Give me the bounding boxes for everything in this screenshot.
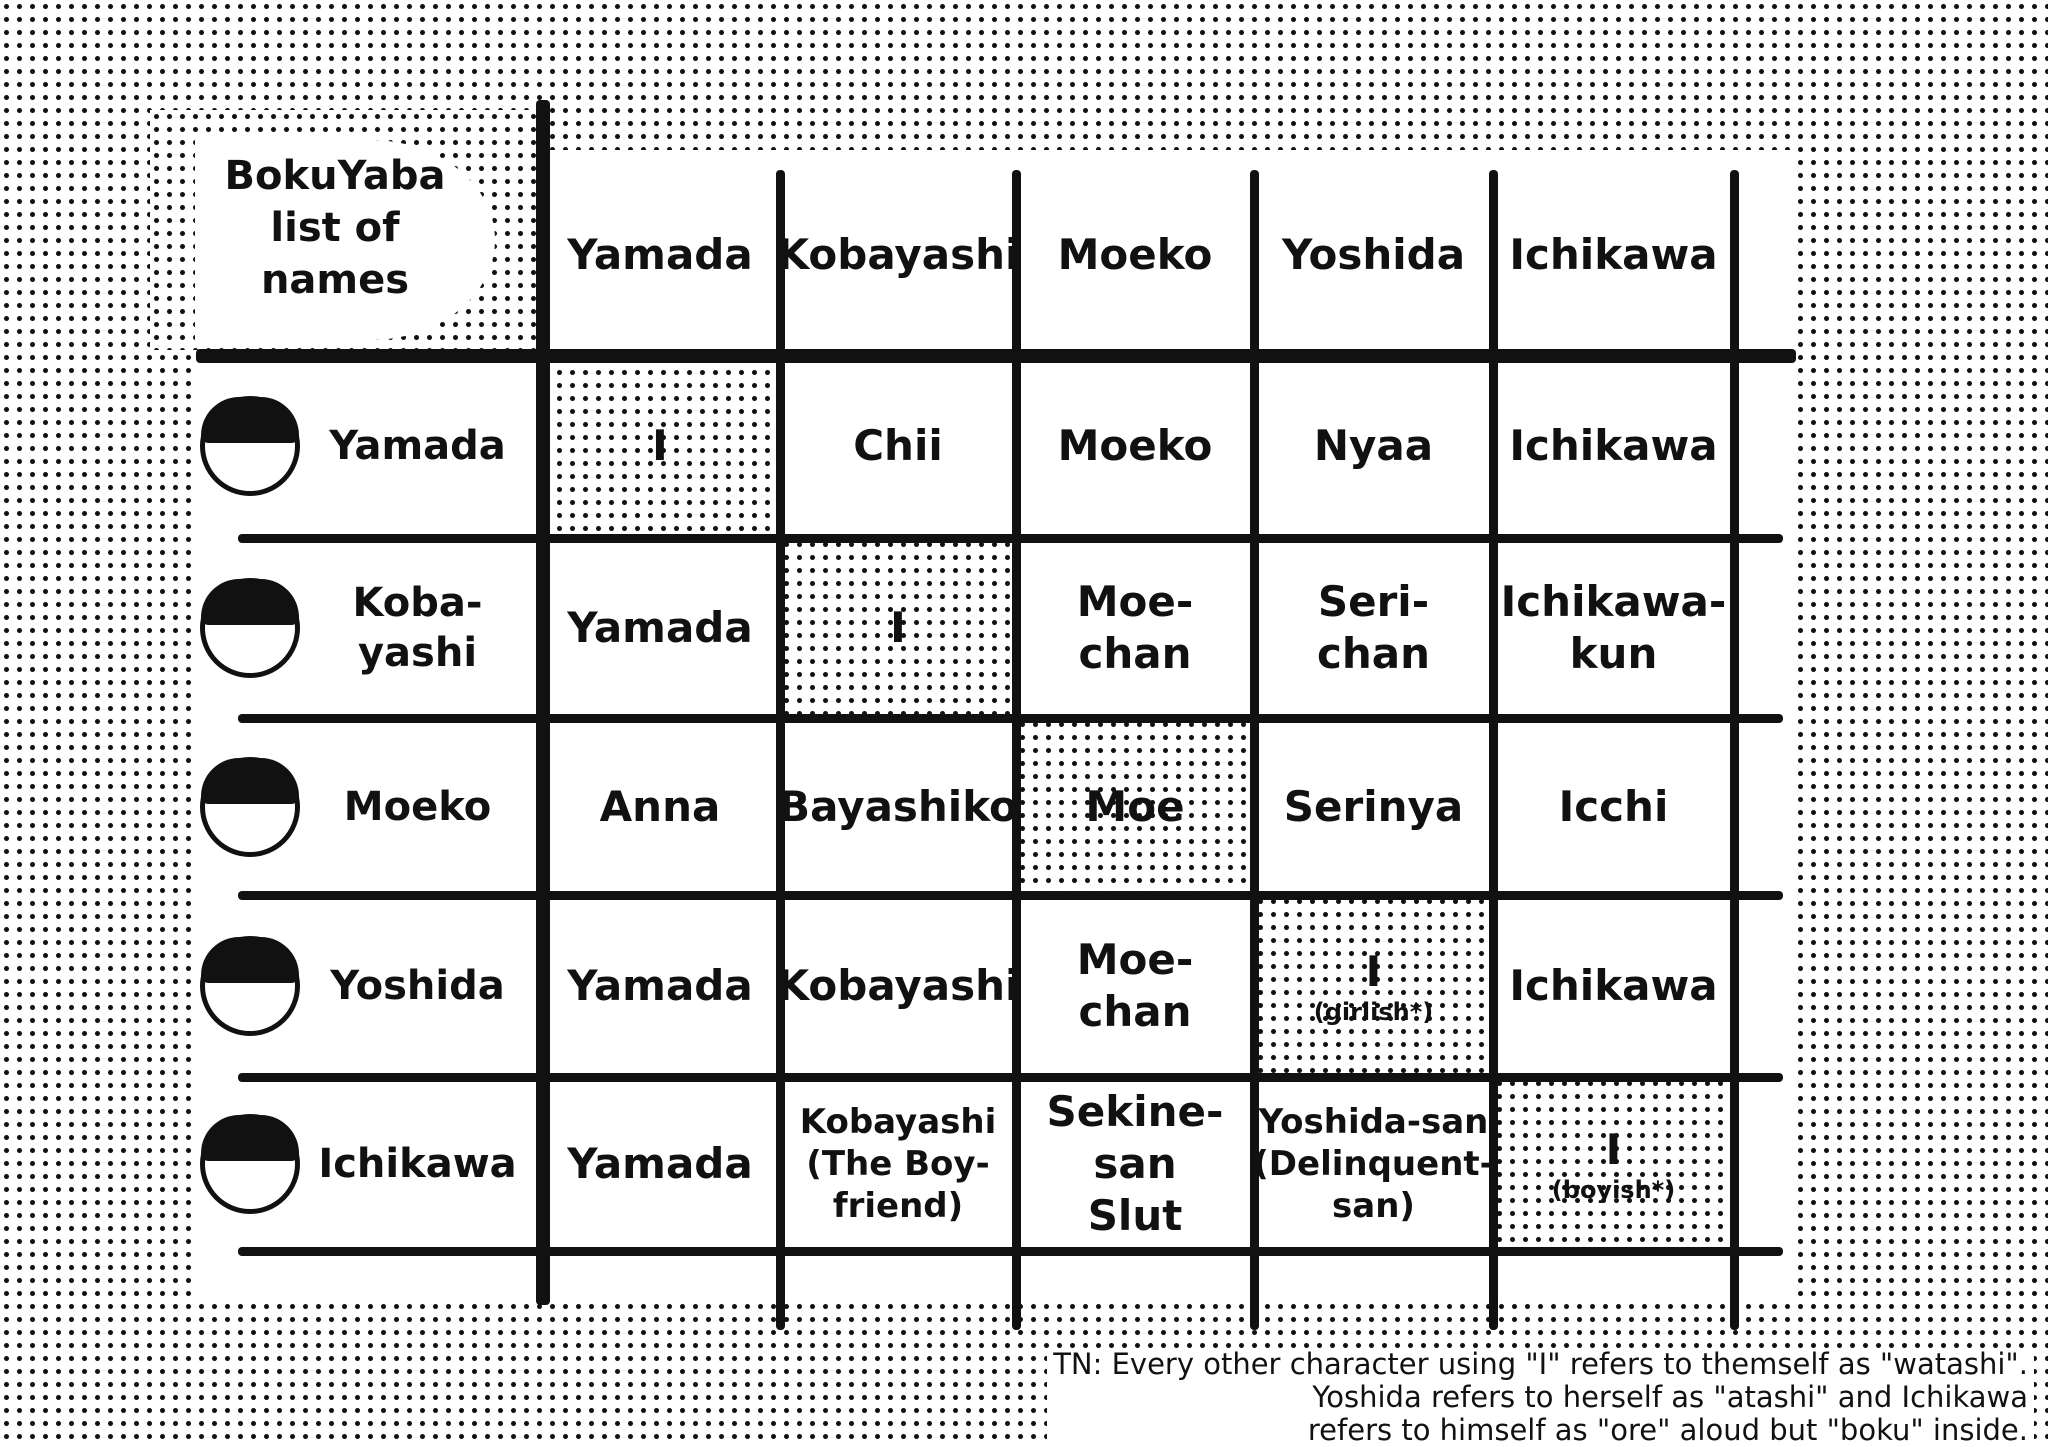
cell-text: Yoshida-san (Delinquent- san) bbox=[1253, 1102, 1494, 1226]
row-header: Moeko bbox=[343, 783, 492, 830]
name-cell: Ichikawa bbox=[1493, 895, 1734, 1077]
column-header: Moeko bbox=[1057, 230, 1213, 279]
table-title: BokuYaba list of names bbox=[224, 153, 446, 303]
row-header: Ichikawa bbox=[318, 1141, 517, 1187]
cell-text: Yamada bbox=[567, 1139, 753, 1188]
grid-line-horizontal bbox=[238, 534, 1783, 543]
name-cell: Kobayashi bbox=[777, 895, 1020, 1077]
grid-line-horizontal bbox=[238, 1247, 1783, 1256]
cell-text: Ichikawa bbox=[1509, 420, 1718, 470]
tn-line: Yoshida refers to herself as "atashi" an… bbox=[1312, 1380, 2028, 1414]
name-cell: Sekine-san Slut bbox=[1016, 1077, 1254, 1251]
cell-text: Anna bbox=[599, 781, 721, 831]
cell-text: Seri- chan bbox=[1316, 577, 1431, 678]
character-face-icon bbox=[200, 578, 300, 678]
name-cell: Moe bbox=[1016, 718, 1254, 895]
cell-text: Kobayashi bbox=[776, 961, 1020, 1010]
cell-text: Moe- chan bbox=[1076, 935, 1194, 1036]
name-cell: Kobayashi (The Boy- friend) bbox=[780, 1077, 1016, 1251]
row-header: Koba- yashi bbox=[352, 580, 483, 676]
cell-text: Icchi bbox=[1558, 781, 1669, 831]
translator-note: TN: Every other character using "I" refe… bbox=[1047, 1348, 2034, 1447]
grid-line-vertical bbox=[536, 100, 550, 1305]
tn-line: TN: Every other character using "I" refe… bbox=[1053, 1347, 2028, 1381]
cell-note: (girlish*) bbox=[1313, 998, 1434, 1026]
grid-line-vertical bbox=[776, 170, 785, 1330]
cell-text: I bbox=[1605, 1125, 1622, 1174]
cell-text: I bbox=[1365, 947, 1382, 996]
grid-line-horizontal bbox=[238, 1073, 1783, 1082]
cell-text: Bayashiko bbox=[778, 781, 1018, 831]
name-cell: Ichikawa bbox=[1493, 353, 1734, 538]
cell-text: Serinya bbox=[1283, 781, 1464, 831]
title-bubble bbox=[195, 140, 495, 340]
cell-text: Kobayashi (The Boy- friend) bbox=[799, 1102, 997, 1226]
name-cell: Anna bbox=[540, 718, 780, 895]
name-cell: Seri- chan bbox=[1254, 538, 1493, 718]
character-face-icon bbox=[200, 756, 300, 857]
grid-line-horizontal bbox=[238, 714, 1783, 723]
grid-line-vertical bbox=[1730, 170, 1739, 1330]
cell-text: Nyaa bbox=[1313, 420, 1434, 470]
cell-text: Ichikawa bbox=[1509, 961, 1718, 1010]
cell-text: Yamada bbox=[567, 603, 753, 652]
name-cell: Moe- chan bbox=[1016, 895, 1254, 1077]
row-header: Yoshida bbox=[330, 963, 505, 1009]
grid-line-vertical bbox=[1012, 170, 1021, 1330]
name-cell: Yamada bbox=[540, 1077, 780, 1251]
cell-text: I bbox=[890, 603, 906, 652]
row-header: Yamada bbox=[329, 422, 506, 469]
name-cell: Moeko bbox=[1016, 353, 1254, 538]
column-header: Yoshida bbox=[1281, 230, 1466, 279]
name-cell: Serinya bbox=[1254, 718, 1493, 895]
name-cell: Ichikawa- kun bbox=[1493, 538, 1734, 718]
cell-text: I bbox=[652, 420, 668, 470]
cell-text: Chii bbox=[853, 420, 943, 470]
name-cell: Chii bbox=[780, 353, 1016, 538]
name-cell: Yoshida-san (Delinquent- san) bbox=[1253, 1077, 1494, 1251]
cell-text: Moeko bbox=[1057, 420, 1213, 470]
name-cell: Nyaa bbox=[1254, 353, 1493, 538]
name-cell: Yamada bbox=[540, 895, 780, 1077]
name-cell: Icchi bbox=[1493, 718, 1734, 895]
name-cell: Yamada bbox=[540, 538, 780, 718]
cell-note: (boyish*) bbox=[1551, 1176, 1676, 1204]
column-header: Kobayashi bbox=[776, 230, 1020, 279]
cell-text: Yamada bbox=[567, 961, 753, 1010]
cell-text: Moe bbox=[1085, 781, 1185, 831]
name-cell: I bbox=[540, 353, 780, 538]
character-face-icon bbox=[200, 1114, 300, 1214]
character-face-icon bbox=[200, 936, 300, 1036]
grid-line-horizontal bbox=[238, 891, 1783, 900]
cell-text: Moe- chan bbox=[1076, 577, 1194, 678]
grid-line-horizontal bbox=[196, 349, 1796, 363]
name-cell: Bayashiko bbox=[778, 718, 1018, 895]
name-cell: Moe- chan bbox=[1016, 538, 1254, 718]
character-face-icon bbox=[200, 395, 300, 496]
name-cell: I (girlish*) bbox=[1254, 895, 1493, 1077]
grid-line-vertical bbox=[1250, 170, 1259, 1330]
grid-line-vertical bbox=[1489, 170, 1498, 1330]
cell-text: Ichikawa- kun bbox=[1500, 577, 1727, 678]
column-header: Yamada bbox=[567, 230, 753, 279]
name-cell: I (boyish*) bbox=[1493, 1077, 1734, 1251]
name-cell: I bbox=[780, 538, 1016, 718]
tn-line: refers to himself as "ore" aloud but "bo… bbox=[1307, 1413, 2028, 1447]
column-header: Ichikawa bbox=[1509, 230, 1718, 279]
cell-text: Sekine-san Slut bbox=[1046, 1087, 1224, 1240]
